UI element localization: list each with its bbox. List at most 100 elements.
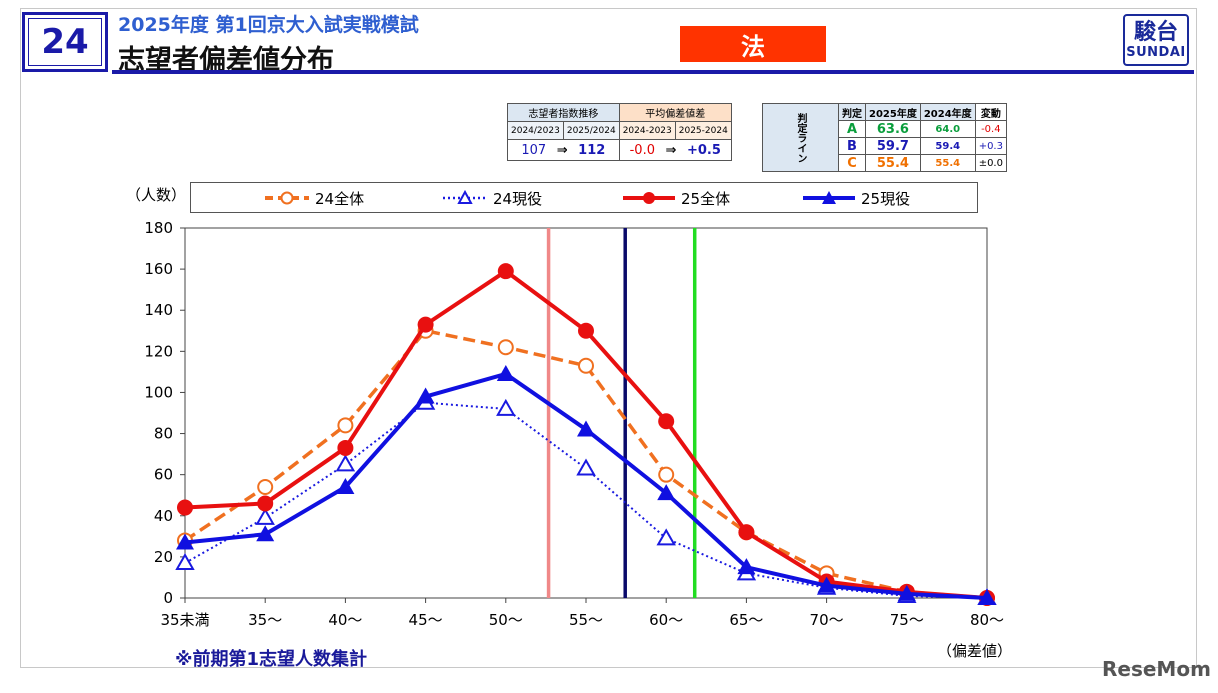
legend-label: 24現役	[493, 189, 543, 208]
data-point	[175, 553, 195, 571]
index-2025-2024: 112	[578, 142, 606, 158]
arrow-glyph: ⇒	[556, 142, 568, 158]
y-tick-label: 120	[144, 342, 173, 360]
y-tick-label: 0	[163, 589, 173, 607]
slide-frame	[20, 8, 1197, 668]
judge-row-c: C 55.4 55.4 ±0.0	[763, 154, 1007, 172]
data-point	[417, 316, 434, 333]
data-point	[658, 466, 675, 483]
grade-a: A	[838, 120, 866, 138]
y-tick-label: 40	[154, 507, 173, 525]
data-point	[256, 525, 275, 542]
grade-c: C	[838, 154, 866, 172]
x-tick-label: 60〜	[649, 611, 683, 629]
data-point	[496, 364, 515, 381]
data-point	[578, 357, 594, 374]
data-point	[337, 439, 354, 456]
diff-values: -0.0 ⇒ +0.5	[618, 139, 732, 161]
x-tick-label: 35〜	[248, 611, 282, 629]
logo-kanji: 駿台	[1133, 19, 1178, 45]
legend-label: 25全体	[681, 189, 731, 208]
x-tick-label: 40〜	[328, 611, 362, 629]
grade-b-2025: 59.7	[865, 137, 921, 155]
data-point	[257, 479, 274, 495]
x-tick-label: 35未満	[160, 611, 209, 629]
title-underline	[112, 70, 1194, 74]
index-table: 志望者指数推移 平均偏差値差 2024/2023 2025/2024 2024-…	[507, 103, 732, 161]
legend-label: 25現役	[861, 189, 911, 208]
data-point	[738, 524, 755, 541]
y-axis-unit: （人数）	[126, 186, 187, 204]
data-point	[496, 398, 516, 416]
data-point	[658, 413, 675, 430]
y-tick-label: 100	[144, 383, 173, 401]
diff-2025-2024: +0.5	[686, 142, 721, 158]
col-header: 2025/2024	[562, 121, 620, 140]
resemom-watermark: ReseMom	[1102, 657, 1211, 681]
footnote: ※前期第1志望人数集計	[175, 649, 368, 670]
data-point	[335, 454, 356, 472]
y-tick-label: 60	[154, 466, 173, 484]
data-point	[176, 533, 194, 550]
y-tick-label: 80	[154, 425, 173, 443]
legend-item-25-all: 25全体	[621, 187, 730, 209]
data-point	[576, 458, 596, 476]
data-point	[737, 558, 756, 575]
grade-c-2025: 55.4	[865, 154, 921, 172]
y-tick-label: 20	[154, 548, 173, 566]
x-tick-label: 75〜	[890, 611, 924, 629]
legend-item-24-all: 24全体	[263, 187, 364, 209]
legend-swatch-25-current	[803, 191, 855, 204]
data-point	[577, 420, 595, 437]
data-point	[337, 417, 354, 434]
data-point	[497, 263, 514, 280]
col-header: 2025-2024	[674, 121, 732, 140]
data-point	[578, 322, 594, 339]
legend-item-24-current: 24現役	[441, 187, 542, 209]
slide-number-inner-border	[28, 18, 102, 66]
legend-swatch-24-current	[443, 190, 487, 204]
legend-item-25-current: 25現役	[801, 187, 910, 209]
series-line	[184, 329, 988, 600]
x-tick-label: 65〜	[729, 611, 763, 629]
sundai-logo: 駿台 SUNDAI	[1123, 14, 1189, 66]
arrow-glyph: ⇒	[665, 142, 677, 158]
plot-area	[184, 227, 988, 599]
legend-label: 24全体	[315, 189, 365, 208]
data-point	[177, 499, 193, 516]
data-point	[656, 528, 676, 546]
data-point	[416, 387, 435, 404]
data-point	[897, 584, 916, 601]
data-point	[817, 576, 836, 593]
data-point	[257, 495, 274, 512]
legend-swatch-24-all	[265, 191, 309, 205]
data-point	[978, 589, 996, 605]
index-values: 107 ⇒ 112	[507, 139, 620, 161]
chart-legend: 24全体 24現役 25全体 25現役	[190, 182, 978, 213]
series-line	[184, 401, 988, 599]
subject-badge: 法	[680, 26, 826, 62]
series-3	[177, 263, 995, 606]
judge-line-table: 判定ライン 判定 2025年度 2024年度 変動 A 63.6 64.0 -0…	[762, 103, 1007, 172]
judge-row-b: B 59.7 59.4 +0.3	[763, 137, 1007, 155]
series-4	[176, 364, 996, 605]
data-point	[255, 507, 275, 525]
grade-c-change: ±0.0	[974, 154, 1007, 172]
diff-group-label: 平均偏差値差	[618, 103, 732, 122]
y-tick-label: 140	[144, 301, 173, 319]
data-point	[657, 484, 676, 501]
logo-text: SUNDAI	[1126, 44, 1186, 60]
exam-subtitle: 2025年度 第1回京大入試実戦模試	[118, 14, 419, 36]
col-header: 2024-2023	[618, 121, 676, 140]
series-line	[184, 371, 988, 600]
slide-number-badge: 24	[22, 12, 108, 72]
y-tick-label: 180	[144, 219, 173, 237]
x-tick-label: 70〜	[810, 611, 844, 629]
x-tick-label: 80〜	[970, 611, 1004, 629]
index-group-label: 志望者指数推移	[507, 103, 620, 122]
index-2024-2023: 107	[521, 142, 547, 158]
x-tick-label: 55〜	[569, 611, 603, 629]
slide-number: 24	[41, 22, 89, 62]
y-tick-label: 160	[144, 260, 173, 278]
